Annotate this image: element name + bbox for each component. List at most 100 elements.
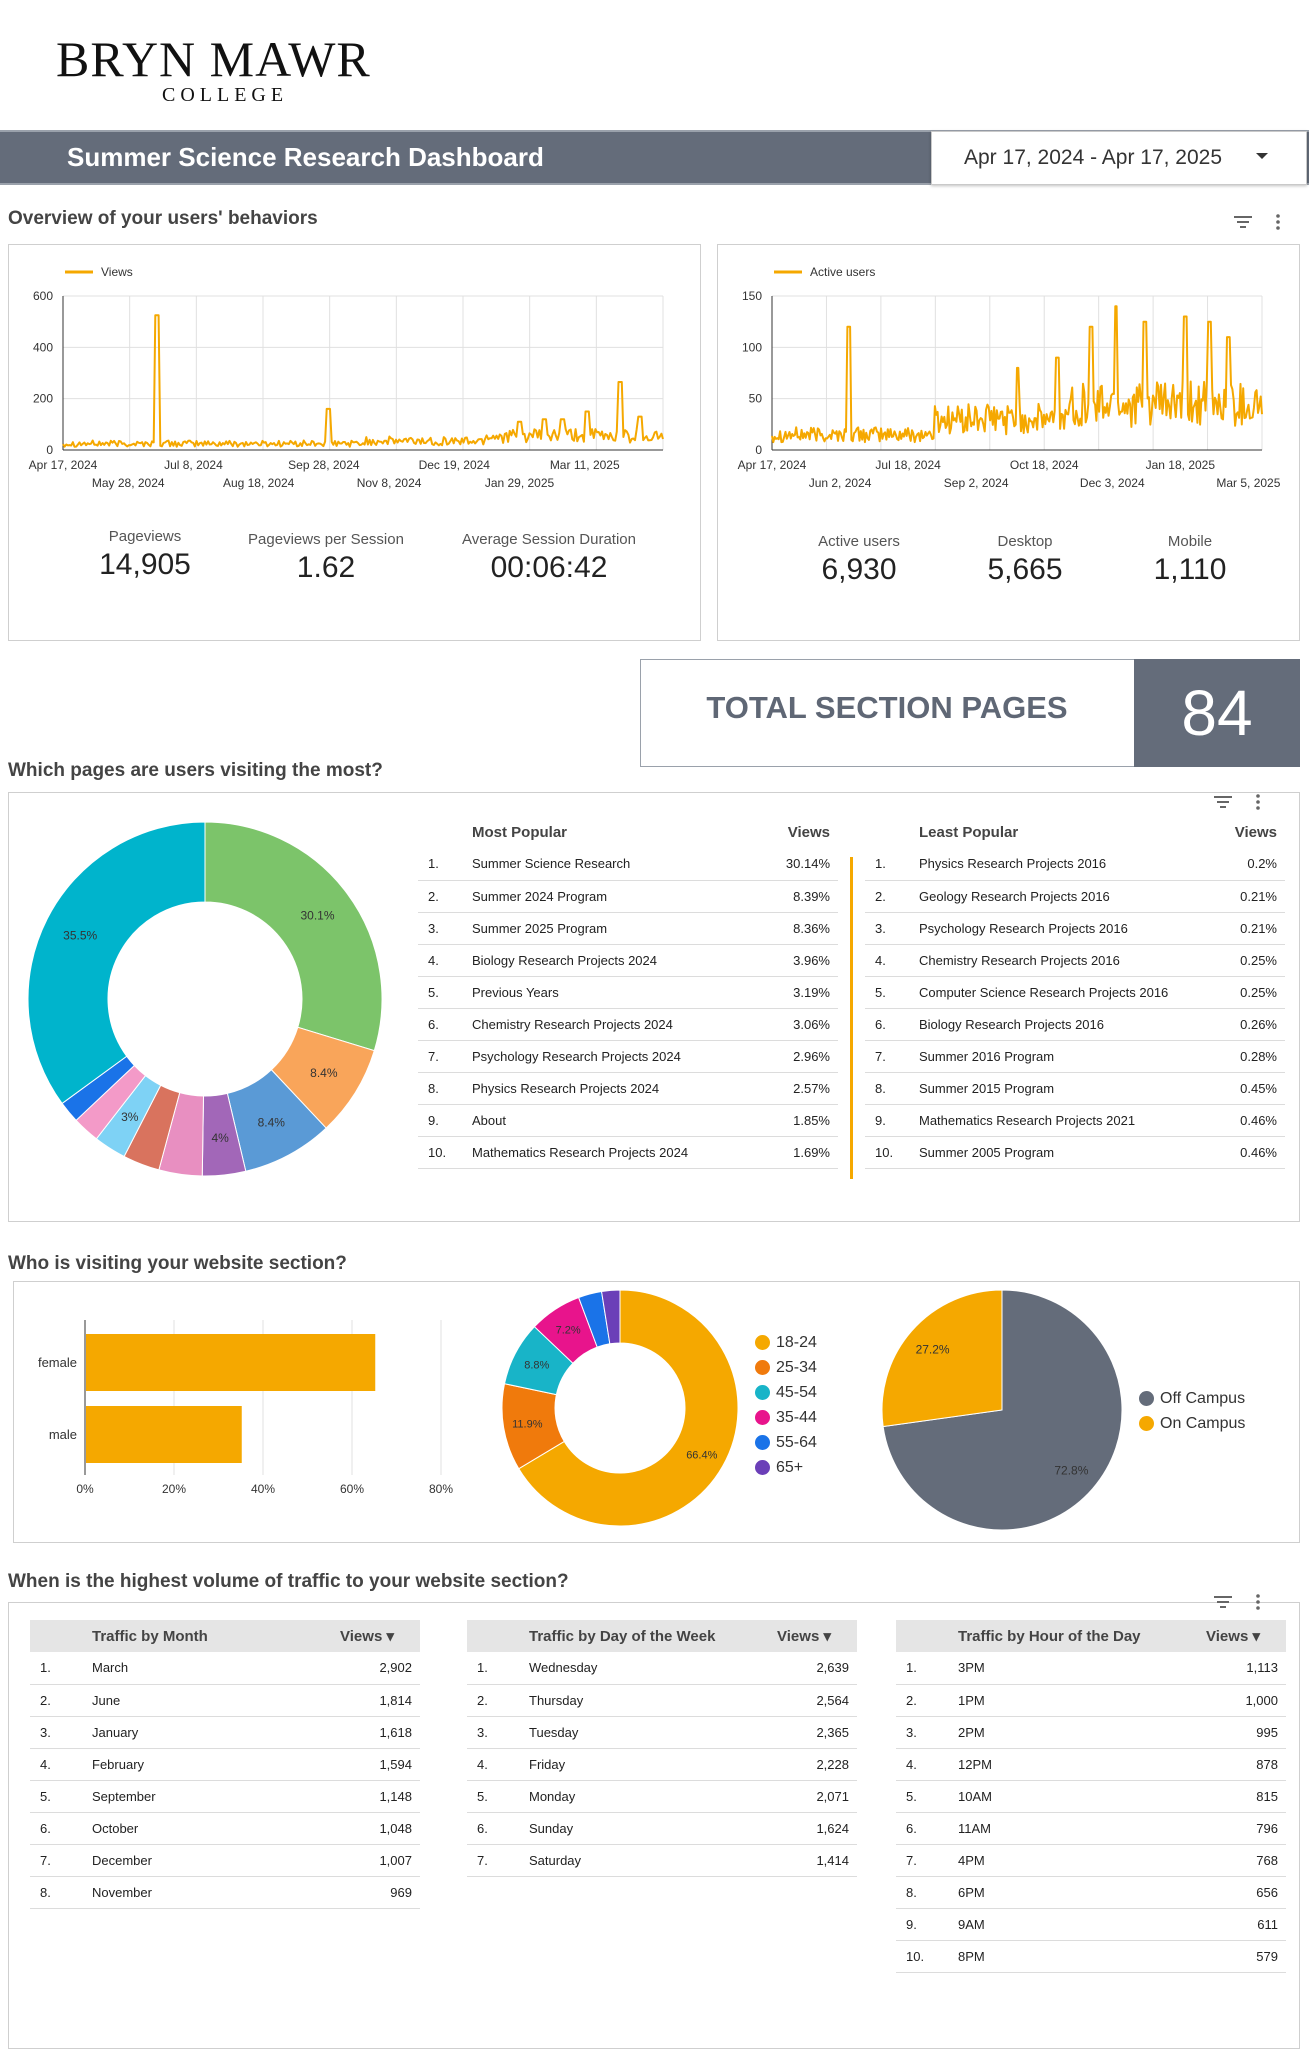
bar [86,1334,376,1391]
row-label: March [92,1652,330,1685]
row-rank: 5. [865,976,919,1009]
row-rank: 1. [865,848,919,881]
row-value: 1.69% [778,1136,838,1169]
sort-views-button[interactable]: Views ▾ [340,1628,394,1645]
row-label: 11AM [958,1812,1196,1845]
filter-icon[interactable] [1214,1594,1232,1612]
visitors-heading: Who is visiting your website section? [8,1253,347,1274]
row-label: 1PM [958,1684,1196,1717]
table-row: 2. Geology Research Projects 2016 0.21% [865,880,1285,913]
row-value: 656 [1196,1876,1286,1909]
row-value: 2,902 [330,1652,420,1685]
least-popular-views-header: Views [1234,823,1277,841]
row-value: 969 [330,1876,420,1909]
date-range-picker[interactable]: Apr 17, 2024 - Apr 17, 2025 [931,131,1307,185]
x-tick-label: Mar 5, 2025 [1216,476,1280,490]
row-value: 2,564 [767,1684,857,1717]
kpi-pageviews-label: Pageviews [108,528,182,545]
kpi-desktop-label: Desktop [997,533,1053,550]
more-vert-icon[interactable] [1256,1594,1260,1613]
slice-label: 4% [211,1131,229,1145]
row-label: Mathematics Research Projects 2021 [919,1104,1225,1137]
row-label: Friday [529,1748,767,1781]
row-value: 0.28% [1225,1040,1285,1073]
row-value: 2,365 [767,1716,857,1749]
x-tick-label: May 28, 2024 [92,476,165,490]
row-rank: 7. [418,1040,472,1073]
legend-dot [1139,1391,1154,1406]
x-tick-label: 0% [76,1482,94,1496]
x-tick-label: Mar 11, 2025 [550,458,620,472]
table-row: 3. Summer 2025 Program 8.36% [418,912,838,945]
sort-views-button[interactable]: Views ▾ [1206,1628,1260,1645]
filter-icon[interactable] [1214,794,1232,812]
table-row: 3. Psychology Research Projects 2016 0.21% [865,912,1285,945]
table-row: 1. Physics Research Projects 2016 0.2% [865,848,1285,881]
table-row: 8. Physics Research Projects 2024 2.57% [418,1072,838,1105]
legend-label: 55-64 [776,1433,817,1451]
pie-slice [518,1289,739,1527]
table-row: 2. 1PM 1,000 [896,1684,1286,1717]
row-rank: 2. [865,880,919,913]
slice-label: 35.5% [63,929,97,943]
legend-label: 35-44 [776,1408,817,1426]
row-value: 1.85% [778,1104,838,1137]
kpi-active-users-value: 6,930 [821,553,897,586]
y-tick-label: 0 [46,443,53,457]
table-row: 7. December 1,007 [30,1844,420,1877]
x-tick-label: Sep 2, 2024 [944,476,1009,490]
row-rank: 3. [865,912,919,945]
legend-item: Off Campus [1139,1386,1245,1411]
legend-label: Views [101,265,133,279]
campus-pie-chart: 72.8% 27.2% [881,1289,1123,1531]
table-row: 7. Psychology Research Projects 2024 2.96% [418,1040,838,1073]
row-value: 1,594 [330,1748,420,1781]
table-row: 1. Summer Science Research 30.14% [418,848,838,881]
row-label: Summer 2005 Program [919,1136,1225,1169]
kpi-avg-session-duration-value: 00:06:42 [490,551,608,584]
y-tick-label: 50 [749,392,763,406]
slice-label: 66.4% [686,1449,717,1461]
more-vert-icon[interactable] [1256,794,1260,813]
legend-dot [755,1335,770,1350]
filter-icon[interactable] [1234,214,1252,232]
slice-label: 8.4% [310,1066,338,1080]
legend-item: 55-64 [755,1430,817,1455]
more-vert-icon[interactable] [1276,214,1280,233]
date-range-label: Apr 17, 2024 - Apr 17, 2025 [964,146,1223,169]
row-rank: 3. [896,1716,958,1749]
row-label: Physics Research Projects 2024 [472,1072,778,1105]
table-row: 4. Chemistry Research Projects 2016 0.25% [865,944,1285,977]
row-label: Thursday [529,1684,767,1717]
kpi-desktop-value: 5,665 [987,553,1063,586]
row-rank: 1. [896,1652,958,1685]
legend-item: 65+ [755,1455,817,1480]
x-tick-label: 20% [162,1482,186,1496]
table-row: 6. Biology Research Projects 2016 0.26% [865,1008,1285,1041]
table-row: 8. Summer 2015 Program 0.45% [865,1072,1285,1105]
row-value: 0.45% [1225,1072,1285,1105]
row-label: Geology Research Projects 2016 [919,880,1225,913]
row-value: 1,624 [767,1812,857,1845]
row-rank: 2. [30,1684,92,1717]
x-tick-label: Oct 18, 2024 [1010,458,1079,472]
table-row: 5. Monday 2,071 [467,1780,857,1813]
series-line [62,314,664,448]
row-label: January [92,1716,330,1749]
row-value: 2.57% [778,1072,838,1105]
row-rank: 10. [865,1136,919,1169]
row-rank: 7. [865,1040,919,1073]
row-rank: 3. [30,1716,92,1749]
row-label: 8PM [958,1940,1196,1973]
pie-slice [600,1289,621,1345]
legend-dot [755,1410,770,1425]
row-rank: 1. [418,848,472,881]
row-value: 878 [1196,1748,1286,1781]
table-row: 8. 6PM 656 [896,1876,1286,1909]
sort-views-button[interactable]: Views ▾ [777,1628,831,1645]
row-value: 8.36% [778,912,838,945]
legend-item: 18-24 [755,1330,817,1355]
gender-bar-chart: 0% 20% 40% 60% 80% female male [38,1320,453,1496]
